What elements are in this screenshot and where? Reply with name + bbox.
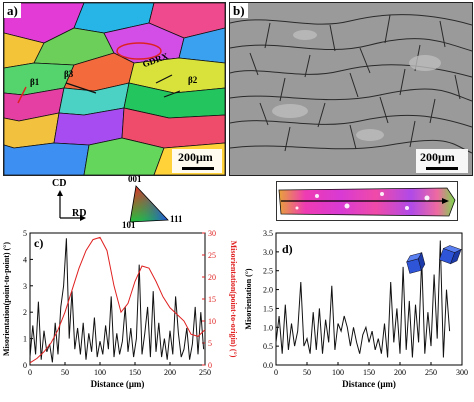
chart-d-xtick-label: 0 — [274, 368, 278, 377]
sample-axes-key: CD RD — [52, 178, 112, 222]
panel-b-label: b) — [230, 3, 248, 18]
chart-d-series-misorientation — [275, 240, 451, 358]
chart-c-ytick-left-label: 5 — [23, 229, 27, 238]
chart-c-ytick-left-label: 4 — [23, 255, 27, 264]
chart-c-ytick-left-label: 1 — [23, 335, 27, 344]
annotation-beta1: β1 — [30, 77, 40, 87]
chart-c-series-point-to-point — [29, 238, 205, 363]
chart-d-xtick-label: 50 — [303, 368, 311, 377]
chart-c-xtick-label: 50 — [61, 368, 69, 377]
chart-d-xlabel: Distance (μm) — [342, 379, 396, 389]
chart-d-ytick-label: 3.5 — [263, 229, 273, 238]
chart-d-ytick-label: 1.0 — [263, 323, 273, 332]
chart-c-panel-label: c) — [34, 236, 43, 250]
chart-c-ytick-right-label: 20 — [208, 273, 216, 282]
chart-c-ytick-right-label: 30 — [208, 229, 216, 238]
sem-image-b: b) 200μm — [229, 2, 473, 176]
ebsd-map-a: a) GDRX β1 β3 β2 200μm — [3, 2, 226, 176]
chart-d-xtick-label: 200 — [394, 368, 406, 377]
chart-d-ylabel: Misorientation (°) — [244, 268, 253, 330]
sem-image-b-image — [230, 3, 472, 175]
chart-c-ytick-left-label: 0 — [23, 361, 27, 370]
panel-a-label: a) — [4, 3, 21, 18]
crystal-cube-icon — [406, 252, 426, 274]
chart-d-ytick-label: 2.5 — [263, 267, 273, 276]
crystal-cube-icon — [439, 245, 462, 265]
chart-c-ylabel-left: Misorientation(point-to-point) (°) — [2, 242, 11, 356]
chart-d-ytick-label: 2.0 — [263, 286, 273, 295]
ipf-label-101: 101 — [122, 220, 136, 230]
chart-c-ylabel-right: Misorientation(point-to-origin) (°) — [229, 241, 238, 358]
axes-key-arrows — [57, 190, 86, 221]
chart-d-xtick-label: 150 — [363, 368, 375, 377]
ipf-label-001: 001 — [128, 174, 142, 184]
scale-bar-line-a — [182, 167, 214, 170]
chart-c-ytick-left-label: 2 — [23, 308, 27, 317]
ipf-color-key: 001 101 111 — [120, 174, 190, 230]
chart-c-xlabel: Distance (μm) — [91, 379, 145, 389]
chart-d-ytick-label: 0.0 — [263, 361, 273, 370]
annotation-beta2: β2 — [188, 75, 198, 85]
chart-c-xtick-label: 250 — [199, 368, 211, 377]
chart-c-ytick-right-label: 15 — [208, 295, 216, 304]
chart-d-xtick-label: 250 — [425, 368, 437, 377]
ipf-triangle — [129, 185, 169, 223]
chart-d-xtick-label: 300 — [456, 368, 468, 377]
chart-d: d) 0 50 100 150 200 250 300 0.0 0.5 1.0 1.5 2.0 2.5 3.… — [244, 229, 468, 389]
axis-key-cd: CD — [52, 178, 67, 189]
chart-c-ytick-right-label: 10 — [208, 317, 216, 326]
chart-c-xtick-label: 200 — [164, 368, 176, 377]
ipf-label-111: 111 — [170, 214, 183, 224]
chart-c-xtick-label: 100 — [94, 368, 106, 377]
annotation-beta3: β3 — [64, 69, 74, 79]
axis-key-rd: RD — [72, 208, 87, 219]
line-scan-map — [276, 181, 458, 221]
chart-c-ytick-left-label: 3 — [23, 282, 27, 291]
chart-c-xtick-label: 0 — [28, 368, 32, 377]
scale-bar-b: 200μm — [420, 150, 455, 164]
chart-c-xtick-label: 150 — [129, 368, 141, 377]
chart-d-panel-label: d) — [282, 242, 293, 256]
chart-c: c)0 50 100 150 200 250012345051015202530Dista… — [2, 229, 238, 389]
chart-c-ytick-right-label: 0 — [208, 361, 212, 370]
chart-c-ytick-right-label: 25 — [208, 251, 216, 260]
chart-d-ytick-label: 1.5 — [263, 304, 273, 313]
chart-d-ytick-label: 0.5 — [263, 342, 273, 351]
scale-bar-a: 200μm — [178, 150, 213, 164]
chart-d-ytick-label: 3.0 — [263, 248, 273, 257]
chart-c-ytick-right-label: 5 — [208, 339, 212, 348]
chart-c-series-point-to-origin — [29, 236, 206, 364]
line-scan-map-image — [277, 182, 457, 220]
scale-bar-line-b — [426, 167, 458, 170]
chart-d-xtick-label: 100 — [332, 368, 344, 377]
